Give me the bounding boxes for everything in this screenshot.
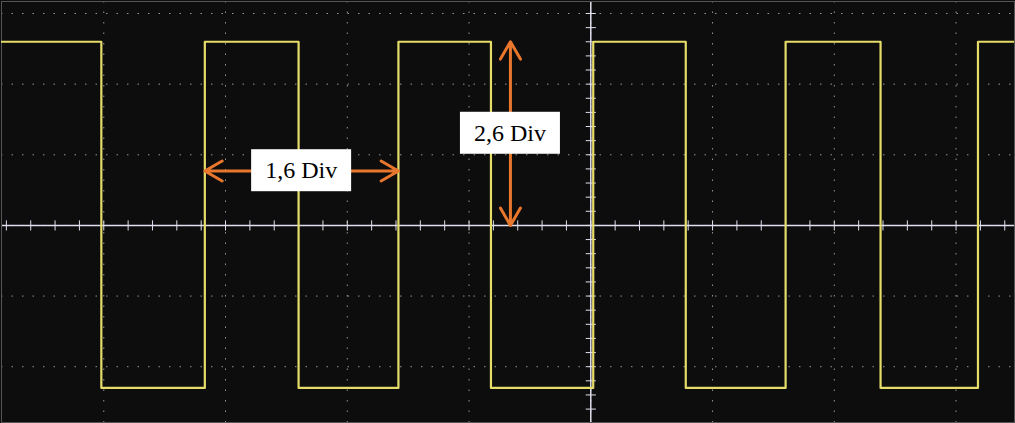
svg-text:1,6 Div: 1,6 Div [265, 157, 337, 183]
svg-text:2,6 Div: 2,6 Div [474, 120, 546, 146]
